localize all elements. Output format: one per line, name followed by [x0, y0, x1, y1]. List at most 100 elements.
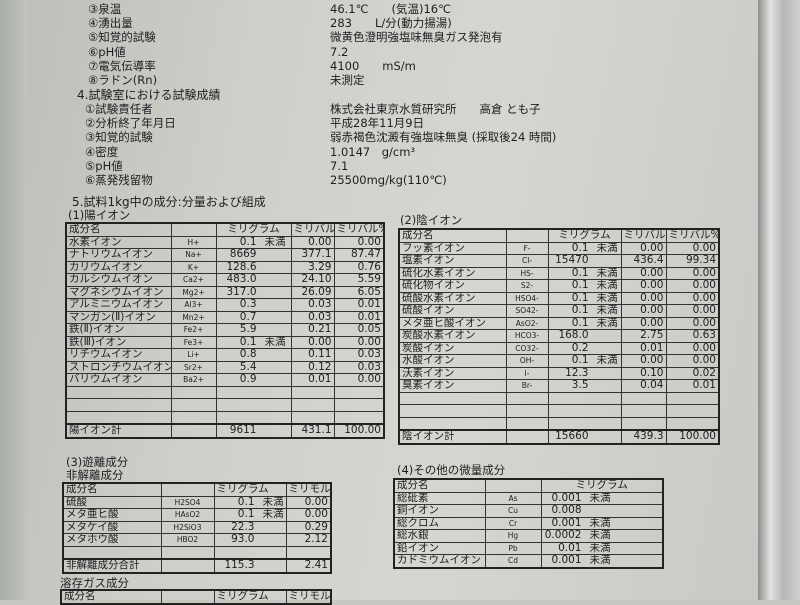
millival: 3.29 [290, 260, 335, 274]
blank-cell [620, 404, 667, 418]
table-row: 炭酸イオン CO32- 0.2 0.01 0.00 [398, 341, 720, 355]
millival-percent: 5.59 [333, 273, 385, 287]
table-row: ストロンチウムイオン Sr2+ 5.4 0.12 0.03 [65, 360, 385, 374]
chemical-formula: HAsO2 [160, 508, 215, 522]
millimol: 0.00 [285, 508, 332, 522]
mg-value: 0.01 [558, 542, 582, 554]
item-label: ④密度 [85, 144, 119, 159]
chemical-formula: S2- [505, 279, 549, 293]
millival: 0.12 [290, 360, 335, 374]
column-header: ミリグラム [213, 482, 287, 497]
component-name: 水素イオン [65, 235, 172, 249]
mg-cell: 12.3 [547, 366, 622, 380]
component-name: メタホウ酸 [62, 533, 162, 547]
millival: 0.00 [290, 235, 335, 249]
component-name: アルミニウムイオン [65, 298, 172, 312]
component-name: 銅イオン [393, 504, 486, 518]
millival: 0.04 [620, 379, 667, 393]
below-limit-note: 未満 [596, 267, 618, 279]
element-symbol: Cd [484, 554, 542, 568]
component-name: 硫酸 [62, 495, 162, 509]
chemical-formula: AsO2- [505, 316, 549, 330]
item-value: 25500mg/kg(110℃) [330, 173, 447, 187]
component-name: 臭素イオン [398, 379, 507, 393]
blank-cell [547, 404, 622, 418]
component-name: 水酸イオン [398, 354, 507, 368]
below-limit-note: 未満 [596, 279, 618, 291]
millival-percent: 87.47 [333, 248, 385, 262]
millival: 0.00 [620, 304, 667, 318]
component-name: 総クロム [393, 516, 486, 530]
header-row: 成分名 ミリグラム ミリモル [62, 482, 332, 497]
blank-row [62, 545, 332, 560]
table-row: 総水銀 Hg 0.0002 未満 [393, 529, 664, 543]
mg-value: 0.1 [239, 336, 257, 348]
blank-row [65, 385, 385, 399]
mg-cell: 0.1 未満 [215, 235, 292, 249]
millival: 0.00 [620, 354, 667, 368]
item-label: ③泉温 [88, 2, 122, 16]
component-name: メタケイ酸 [62, 520, 162, 534]
chemical-formula: CO32- [505, 341, 549, 355]
chemical-formula: Br- [505, 379, 549, 393]
millival: 0.01 [290, 373, 335, 387]
item-value: 46.1℃ (気温)16℃ [330, 2, 452, 16]
blank-row [65, 410, 385, 425]
blank-cell [665, 404, 720, 418]
below-limit-note: 未満 [589, 542, 611, 554]
total-millival: 439.3 [620, 429, 667, 444]
millimol: 0.00 [285, 495, 332, 509]
components-title: 5.試料1kg中の成分:分量および組成 [72, 195, 266, 209]
blank-row [65, 398, 385, 412]
mg-value: 0.008 [551, 504, 582, 516]
component-name: バリウムイオン [65, 373, 172, 387]
millival-percent: 0.00 [333, 335, 385, 349]
millival-percent: 0.00 [665, 304, 720, 318]
table-row: 臭素イオン Br- 3.5 0.04 0.01 [398, 379, 720, 393]
blank-row [398, 391, 720, 405]
mg-value: 0.1 [239, 236, 257, 248]
blank-cell [215, 398, 292, 412]
blank-cell [290, 398, 335, 412]
blank-cell [547, 391, 622, 405]
total-label: 非解離成分合計 [62, 558, 162, 573]
column-header: ミリバル% [333, 222, 385, 237]
mg-cell: 0.1 未満 [213, 495, 287, 509]
mg-cell: 483.0 [215, 273, 292, 287]
mg-value: 0.1 [571, 267, 589, 279]
millival-percent: 0.00 [665, 241, 720, 255]
millival-percent: 0.00 [665, 266, 720, 280]
table-row: ナトリウムイオン Na+ 8669 377.1 87.47 [65, 248, 385, 262]
table-row: リチウムイオン Li+ 0.8 0.11 0.03 [65, 348, 385, 362]
mg-value: 0.001 [551, 492, 582, 504]
mg-value: 12.3 [565, 367, 589, 379]
dissolved-gas-title: 溶存ガス成分 [60, 576, 129, 590]
element-symbol: Cr [484, 516, 542, 530]
component-name: リチウムイオン [65, 348, 172, 362]
mg-value: 0.1 [237, 508, 255, 520]
header-row: 成分名 ミリグラム ミリバル ミリバル% [398, 228, 720, 243]
below-limit-note: 未満 [589, 529, 611, 541]
millival: 0.21 [290, 323, 335, 337]
blank-cell [65, 410, 172, 425]
mg-cell: 128.6 [215, 260, 292, 274]
header-row: 成分名 ミリグラム ミリモル [60, 589, 332, 604]
millival: 0.00 [290, 335, 335, 349]
table-row: 銅イオン Cu 0.008 [393, 504, 664, 518]
mg-cell: 0.001 未満 [540, 554, 664, 568]
column-header: ミリグラム [547, 228, 622, 243]
mg-cell: 0.01 未満 [540, 541, 664, 555]
mg-value: 168.0 [558, 329, 589, 341]
column-header: ミリモル [285, 482, 332, 497]
table-row: 硫酸 H2SO4 0.1 未満 0.00 [62, 495, 332, 509]
mg-value: 0.1 [571, 354, 589, 366]
chemical-formula: H+ [170, 235, 217, 249]
column-header: ミリグラム [540, 478, 664, 493]
mg-cell: 9611 [215, 423, 292, 438]
table-row: カリウムイオン K+ 128.6 3.29 0.76 [65, 260, 385, 274]
mg-cell: 0.7 [215, 310, 292, 324]
table-row: 鉄(Ⅱ)イオン Fe2+ 5.9 0.21 0.05 [65, 323, 385, 337]
millival-percent: 0.00 [665, 341, 720, 355]
mg-value: 0.001 [551, 554, 582, 566]
below-limit-note: 未満 [264, 236, 286, 248]
